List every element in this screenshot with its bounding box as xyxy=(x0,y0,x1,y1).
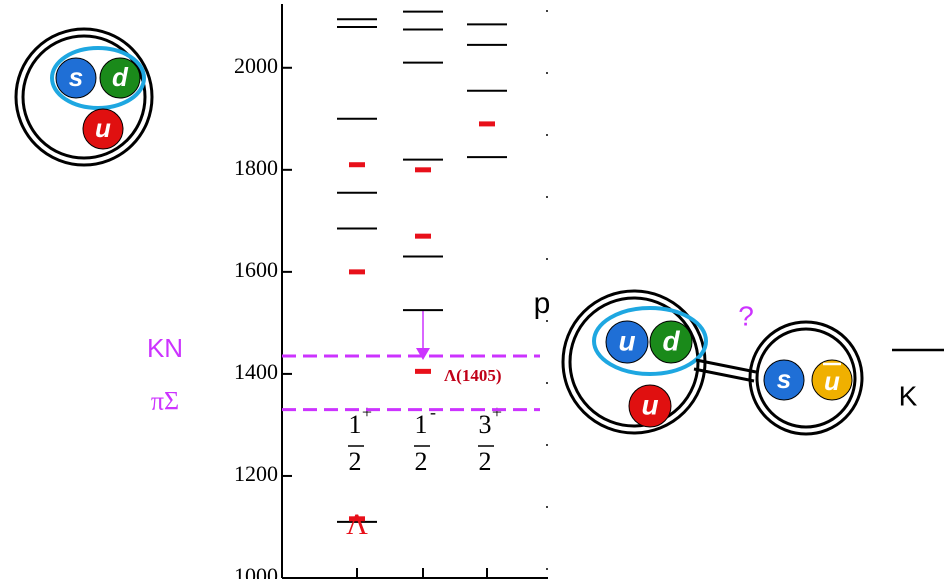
figure: s d u p u d u ? s u K 1000 1200 1400 1600 18… xyxy=(0,0,951,579)
parity: - xyxy=(430,402,436,422)
proton-label: p xyxy=(534,287,551,320)
arrow-head xyxy=(416,348,430,360)
kaon-label: K xyxy=(899,380,918,411)
spin-numerator: 1 xyxy=(349,410,362,439)
quark-label: s xyxy=(69,62,83,92)
quark-label: s xyxy=(777,364,791,394)
y-tick-label: 1400 xyxy=(234,359,278,384)
annotation: Λ(1405) xyxy=(444,366,502,385)
spin-denominator: 2 xyxy=(415,447,428,476)
page: {"chart_data": {"type": "levels", "ylim"… xyxy=(0,0,951,579)
quark-label: d xyxy=(112,62,129,92)
parity: + xyxy=(492,402,502,422)
y-tick-label: 1600 xyxy=(234,257,278,282)
y-tick-label: 1800 xyxy=(234,155,278,180)
spin-numerator: 3 xyxy=(479,410,492,439)
molecule-diagram: p u d u ? s u K xyxy=(534,287,944,434)
quark-label: d xyxy=(662,325,680,356)
spin-denominator: 2 xyxy=(349,447,362,476)
threshold-label: πΣ xyxy=(151,387,179,416)
ground-label: Λ xyxy=(346,508,368,541)
plot: 1000 1200 1400 1600 1800 2000 1 2 +1 2 - 3 2 + KN πΣ Λ Λ(… xyxy=(147,12,540,579)
quark-label: u xyxy=(618,325,635,356)
lambda-diagram: s d u xyxy=(16,29,152,165)
y-tick-label: 1000 xyxy=(234,563,278,579)
quark-label: u xyxy=(641,389,658,420)
question-mark: ? xyxy=(738,300,754,331)
spin-numerator: 1 xyxy=(415,410,428,439)
quark-label: u xyxy=(95,113,111,143)
y-tick-label: 2000 xyxy=(234,53,278,78)
quark-label: u xyxy=(824,366,840,396)
threshold-label: KN xyxy=(147,333,183,363)
parity: + xyxy=(362,402,372,422)
y-tick-label: 1200 xyxy=(234,461,278,486)
spin-denominator: 2 xyxy=(479,447,492,476)
